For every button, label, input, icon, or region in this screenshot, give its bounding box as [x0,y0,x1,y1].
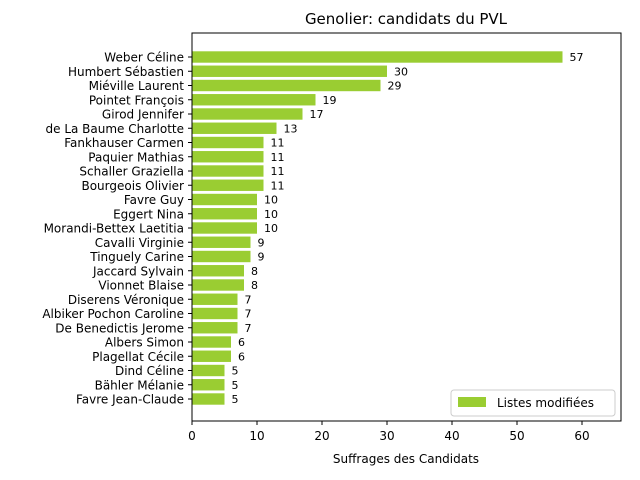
category-label: Morandi-Bettex Laetitia [44,222,184,236]
category-label: Favre Guy [124,193,184,207]
data-label: 7 [245,308,252,321]
x-axis-ticks: 0 10 20 30 40 50 60 [188,421,590,443]
bar [192,51,563,63]
category-label: Plagellat Cécile [92,350,184,364]
bar [192,393,225,405]
bar [192,65,387,77]
data-label: 19 [323,94,337,107]
bar [192,293,238,305]
bar [192,136,264,149]
legend-box [450,389,616,417]
bar [192,379,225,391]
bar [192,151,264,163]
data-label: 9 [258,236,265,249]
x-tick-label: 10 [249,429,264,443]
category-label: Bourgeois Olivier [81,179,184,193]
x-tick-label: 30 [379,429,394,443]
data-label: 6 [238,336,245,349]
category-label: Weber Céline [104,51,184,65]
legend: Listes modifiées [450,389,616,417]
category-label: Vionnet Blaise [98,279,184,293]
data-label: 30 [394,65,408,78]
data-label: 11 [271,137,285,150]
category-label: Favre Jean-Claude [76,393,184,407]
category-label: Paquier Mathias [88,150,184,164]
bar [192,279,244,291]
category-label: Tinguely Carine [89,250,184,264]
data-label: 57 [570,51,584,64]
data-label: 29 [388,80,402,93]
category-label: Humbert Sébastien [68,65,184,79]
data-label: 9 [258,251,265,264]
bar [192,250,251,263]
data-label: 5 [232,365,239,378]
data-label: 11 [271,151,285,164]
data-label: 7 [245,322,252,335]
bar [192,350,231,362]
x-axis-label: Suffrages des Candidats [333,452,479,466]
category-label: Bähler Mélanie [95,378,184,392]
data-label: 11 [271,179,285,192]
bar [192,79,381,92]
data-label: 11 [271,165,285,178]
category-label: Fankhauser Carmen [64,136,184,150]
bar [192,193,257,206]
bar [192,265,244,277]
x-tick-label: 0 [188,429,196,443]
bar [192,222,257,234]
category-label: Schaller Graziella [79,165,184,179]
bar [192,208,257,220]
data-label: 5 [232,379,239,392]
data-label: 13 [284,122,298,135]
category-label: Pointet François [89,93,184,107]
bar [192,336,231,348]
bar [192,307,238,320]
data-label: 8 [251,265,258,278]
x-tick-label: 60 [574,429,589,443]
bar [192,179,264,191]
bar [192,364,225,377]
category-label: Albiker Pochon Caroline [42,307,184,321]
x-tick-label: 20 [314,429,329,443]
x-tick-label: 40 [444,429,459,443]
bar [192,122,277,134]
category-label: Girod Jennifer [102,108,184,122]
data-label: 10 [264,194,278,207]
category-label: Albers Simon [105,336,184,350]
category-label: De Benedictis Jerome [55,321,184,335]
bar [192,94,316,106]
category-label: de La Baume Charlotte [46,122,185,136]
x-tick-label: 50 [509,429,524,443]
data-label: 10 [264,208,278,221]
category-label: Cavalli Virginie [95,236,184,250]
category-label: Jaccard Sylvain [92,264,184,278]
category-label: Dind Céline [115,364,184,378]
chart-title: Genolier: candidats du PVL [305,10,508,28]
plot-frame [191,32,622,422]
data-label: 10 [264,222,278,235]
bar [192,108,303,120]
bar [192,322,238,334]
legend-swatch [458,397,486,407]
data-label: 5 [232,393,239,406]
bars-group [192,51,563,405]
bar [192,236,251,248]
data-label: 8 [251,279,258,292]
category-label: Miéville Laurent [89,79,185,93]
data-label: 6 [238,350,245,363]
legend-label: Listes modifiées [497,396,594,410]
bar [192,165,264,177]
data-label: 17 [310,108,324,121]
data-label: 7 [245,293,252,306]
category-label: Eggert Nina [113,207,184,221]
category-label: Diserens Véronique [68,293,184,307]
